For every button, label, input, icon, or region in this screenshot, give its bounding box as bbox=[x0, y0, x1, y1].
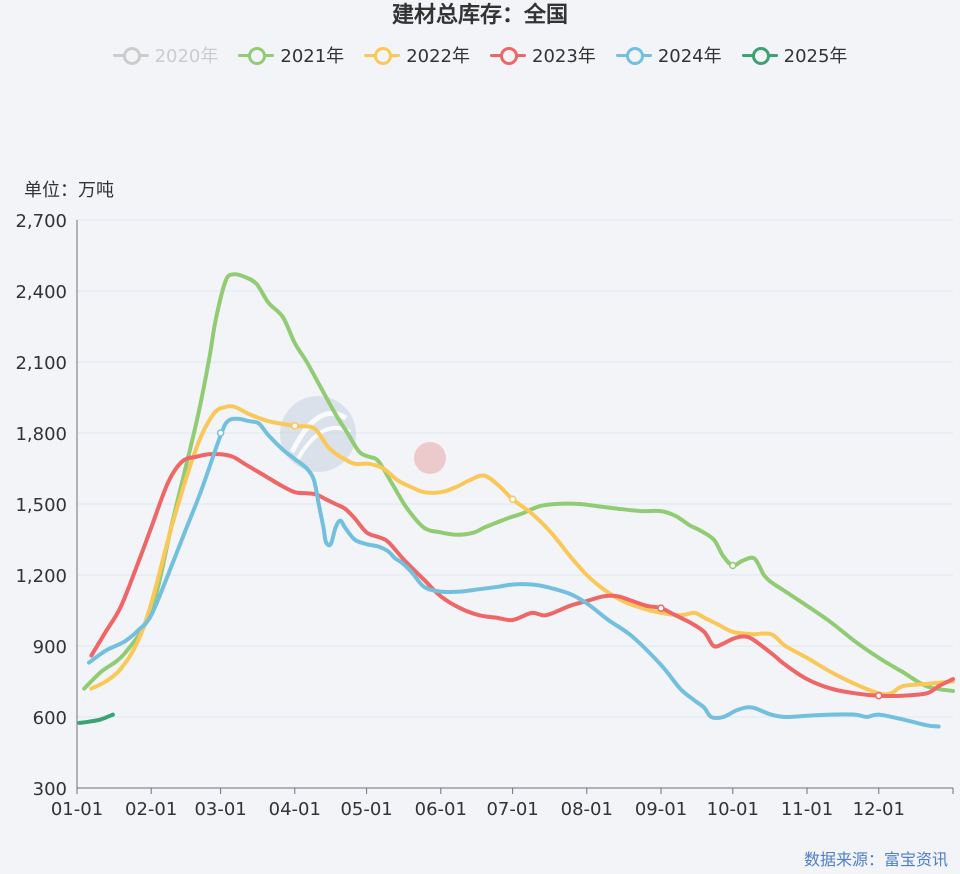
data-point-marker[interactable] bbox=[216, 429, 225, 437]
legend-dot-icon bbox=[248, 47, 267, 65]
legend-label: 2024年 bbox=[657, 46, 722, 67]
x-tick-label: 05-01 bbox=[340, 799, 392, 820]
legend-swatch-icon bbox=[112, 45, 149, 65]
data-point-marker[interactable] bbox=[875, 691, 883, 700]
legend-dot-icon bbox=[122, 47, 141, 65]
x-tick-label: 08-01 bbox=[561, 799, 613, 820]
y-tick-label: 2,400 bbox=[15, 282, 67, 303]
series-line-2025年[interactable] bbox=[77, 712, 115, 725]
legend-item-2020[interactable]: 2020年 bbox=[112, 42, 219, 68]
watermark-logo-swoosh-icon bbox=[289, 411, 348, 454]
x-tick-label: 06-01 bbox=[415, 799, 467, 820]
x-tick-label: 11-01 bbox=[781, 799, 833, 820]
series-line-2021年[interactable] bbox=[82, 272, 955, 693]
x-tick-label: 09-01 bbox=[635, 799, 687, 820]
x-tick-label: 12-01 bbox=[853, 799, 905, 820]
data-point-marker[interactable] bbox=[508, 495, 517, 504]
data-point-marker[interactable] bbox=[291, 422, 299, 430]
legend-label: 2023年 bbox=[532, 46, 596, 67]
y-tick-label: 1,200 bbox=[15, 566, 67, 587]
series-line-2022年[interactable] bbox=[89, 404, 955, 697]
legend-label: 2025年 bbox=[783, 46, 848, 67]
series-line-2024年[interactable] bbox=[87, 416, 941, 729]
x-tick-label: 02-01 bbox=[125, 799, 177, 820]
y-tick-label: 1,800 bbox=[15, 424, 67, 445]
y-tick-label: 300 bbox=[33, 779, 67, 800]
legend-item-2025[interactable]: 2025年 bbox=[741, 42, 848, 68]
legend-swatch-icon bbox=[741, 45, 778, 65]
x-tick-label: 03-01 bbox=[194, 799, 246, 820]
legend-dot-icon bbox=[374, 47, 393, 65]
legend-swatch-icon bbox=[615, 45, 652, 65]
source-label: 数据来源：富宝资讯 bbox=[803, 850, 948, 869]
series-line-2023年[interactable] bbox=[89, 452, 955, 698]
legend-item-2023[interactable]: 2023年 bbox=[490, 42, 596, 68]
x-tick-label: 04-01 bbox=[269, 799, 321, 820]
y-tick-label: 900 bbox=[33, 637, 67, 658]
legend-swatch-icon bbox=[238, 45, 275, 65]
y-tick-label: 600 bbox=[33, 708, 67, 729]
x-tick-label: 07-01 bbox=[486, 799, 538, 820]
y-tick-label: 2,700 bbox=[15, 211, 67, 232]
y-tick-label: 2,100 bbox=[15, 353, 67, 374]
legend-swatch-icon bbox=[364, 45, 401, 65]
y-tick-label: 1,500 bbox=[15, 495, 67, 516]
legend-item-2021[interactable]: 2021年 bbox=[238, 42, 344, 68]
data-point-marker[interactable] bbox=[729, 561, 737, 570]
legend-dot-icon bbox=[625, 47, 644, 65]
data-point-marker[interactable] bbox=[657, 604, 665, 612]
unit-label: 单位：万吨 bbox=[24, 180, 114, 201]
legend-label: 2022年 bbox=[406, 46, 470, 67]
legend-item-2024[interactable]: 2024年 bbox=[615, 42, 722, 68]
legend-item-2022[interactable]: 2022年 bbox=[364, 42, 470, 68]
legend-label: 2020年 bbox=[154, 46, 219, 67]
x-tick-label: 01-01 bbox=[51, 799, 103, 820]
watermark-seal-icon bbox=[414, 442, 446, 474]
legend-label: 2021年 bbox=[280, 46, 345, 67]
chart-title: 建材总库存：全国 bbox=[391, 3, 568, 28]
legend-dot-icon bbox=[751, 47, 770, 65]
x-tick-label: 10-01 bbox=[707, 799, 759, 820]
legend-dot-icon bbox=[500, 47, 518, 65]
legend-swatch-icon bbox=[490, 45, 526, 65]
legend: 2020年 2021年 2022年 2023年 2024年 2025年 bbox=[0, 42, 960, 68]
